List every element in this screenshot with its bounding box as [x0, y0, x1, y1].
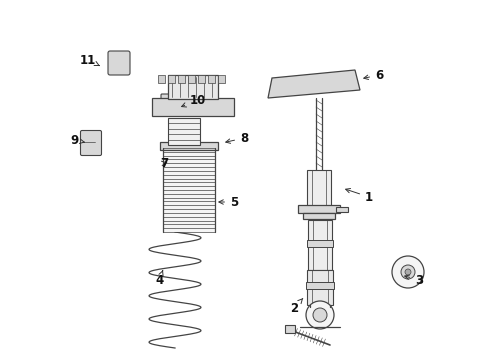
Bar [168, 75, 175, 83]
FancyBboxPatch shape [108, 51, 130, 75]
Bar [307, 170, 331, 210]
FancyBboxPatch shape [80, 131, 101, 156]
Text: 11: 11 [80, 54, 99, 67]
Bar [336, 207, 348, 212]
Bar [168, 118, 200, 145]
Circle shape [401, 265, 415, 279]
Bar [208, 75, 215, 83]
Bar [163, 148, 215, 232]
Circle shape [306, 301, 334, 329]
Text: 8: 8 [226, 131, 248, 144]
FancyBboxPatch shape [161, 94, 191, 110]
Bar [303, 213, 335, 219]
Bar [198, 75, 205, 83]
Bar [307, 270, 333, 305]
Text: 3: 3 [405, 274, 423, 287]
Text: 9: 9 [70, 134, 84, 147]
Bar [308, 220, 332, 270]
Text: 1: 1 [345, 189, 373, 203]
Bar [306, 282, 334, 289]
Bar [152, 98, 234, 116]
Text: 10: 10 [182, 94, 206, 107]
Bar [178, 75, 185, 83]
Bar [285, 325, 295, 333]
Bar [307, 240, 333, 247]
Bar [218, 75, 225, 83]
Bar [188, 75, 195, 83]
Bar [160, 142, 218, 150]
Text: 4: 4 [155, 271, 163, 287]
Bar [168, 75, 218, 99]
Bar [298, 205, 340, 213]
Circle shape [313, 308, 327, 322]
Text: 5: 5 [219, 195, 238, 208]
Polygon shape [268, 70, 360, 98]
Text: 6: 6 [364, 68, 383, 81]
Circle shape [405, 269, 411, 275]
Bar [158, 75, 165, 83]
Text: 2: 2 [290, 298, 303, 315]
Circle shape [392, 256, 424, 288]
Text: 7: 7 [160, 157, 168, 170]
